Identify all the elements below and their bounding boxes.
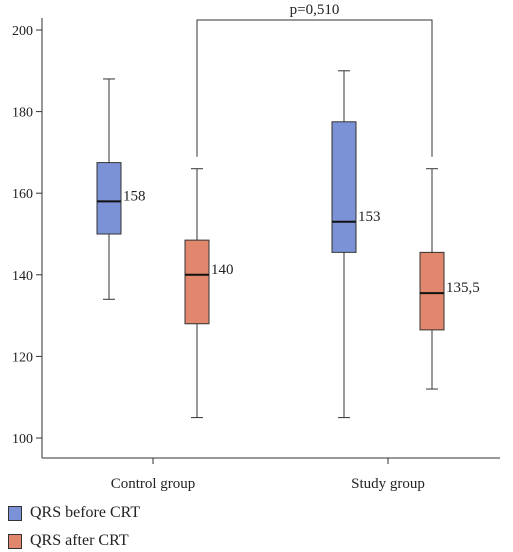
legend-label-before: QRS before CRT [30, 504, 141, 521]
y-tick-label: 120 [12, 350, 33, 365]
median-label: 135,5 [446, 280, 480, 296]
y-tick-label: 200 [12, 24, 33, 39]
y-tick-label: 140 [12, 269, 33, 284]
legend-item-before: QRS before CRT [8, 504, 140, 522]
y-tick-label: 180 [12, 106, 33, 121]
axes [41, 18, 500, 459]
x-category-label: Study group [351, 476, 425, 492]
boxes: 158 153 140 135,5 [96, 70, 480, 419]
legend-item-after: QRS after CRT [8, 532, 129, 550]
y-ticks: 100 120 140 160 180 200 Control group Study gro… [12, 24, 425, 492]
legend-swatch-before [8, 505, 22, 521]
box-1-0: 140 [184, 168, 234, 419]
median-label: 158 [123, 188, 146, 204]
median-label: 153 [358, 209, 381, 225]
legend-swatch-after [8, 533, 22, 549]
box-iqr [96, 162, 122, 235]
significance-bracket: p=0,510 [196, 2, 433, 157]
box-1-1: 135,5 [419, 168, 480, 390]
box-iqr [184, 239, 210, 325]
box-0-1: 153 [331, 70, 381, 419]
p-value-label: p=0,510 [290, 2, 340, 18]
y-tick-label: 160 [12, 187, 33, 202]
x-category-label: Control group [111, 476, 196, 492]
median-label: 140 [211, 262, 234, 278]
box-iqr [419, 251, 445, 331]
y-tick-label: 100 [12, 432, 33, 447]
bracket-line [196, 19, 433, 157]
box-0-0: 158 [96, 78, 146, 300]
box-iqr [331, 121, 357, 253]
legend-label-after: QRS after CRT [30, 532, 129, 549]
